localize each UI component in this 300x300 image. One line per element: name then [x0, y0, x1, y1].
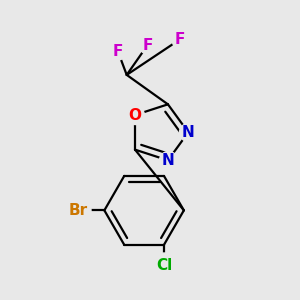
Text: N: N	[162, 153, 174, 168]
Text: F: F	[113, 44, 123, 59]
Text: Cl: Cl	[156, 258, 172, 273]
Text: F: F	[175, 32, 185, 47]
Text: Br: Br	[68, 203, 87, 218]
Text: F: F	[142, 38, 152, 53]
Text: N: N	[182, 125, 195, 140]
Text: O: O	[128, 107, 142, 122]
